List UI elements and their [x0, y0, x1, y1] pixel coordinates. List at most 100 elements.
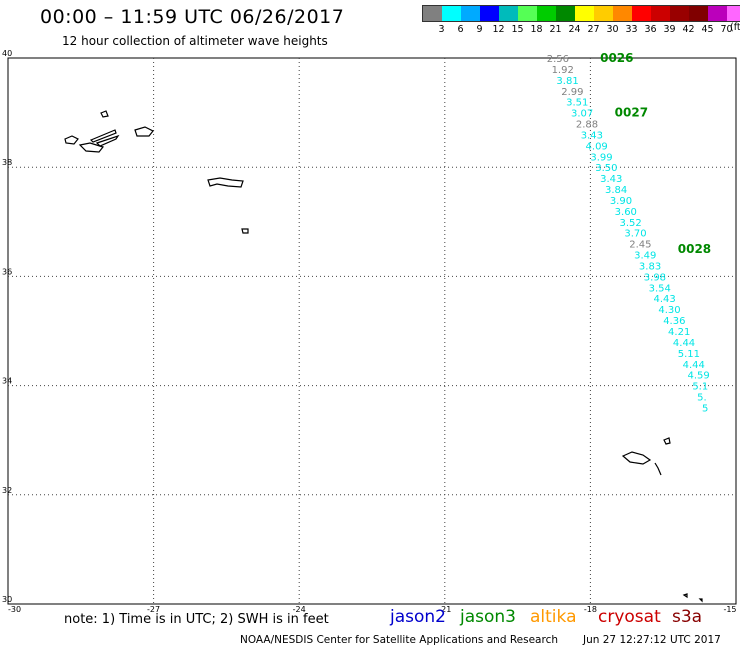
scale-swatch	[461, 6, 480, 21]
scale-label: 45	[701, 24, 714, 35]
track-time-label: 0027	[615, 106, 648, 120]
wave-height-value: 3.49	[634, 251, 656, 262]
scale-label: 36	[644, 24, 657, 35]
scale-label: 9	[476, 24, 483, 35]
wave-height-value: 4.44	[683, 360, 705, 371]
scale-label: 24	[568, 24, 581, 35]
scale-swatch	[651, 6, 670, 21]
scale-swatch	[689, 6, 708, 21]
scale-swatch	[556, 6, 575, 21]
scale-swatch	[423, 6, 442, 21]
legend-s3a: s3a	[672, 607, 703, 627]
track-time-labels: 0026 0027 0028	[600, 51, 711, 256]
island-flores	[64, 135, 79, 145]
legend-cryosat: cryosat	[598, 607, 661, 627]
wave-height-value: 3.83	[639, 261, 661, 272]
lon-tick-label: -27	[147, 605, 160, 614]
scale-label: 39	[663, 24, 676, 35]
color-scale-unit: (ft)	[730, 22, 740, 33]
wave-height-value: 3.98	[644, 272, 666, 283]
page-title: 00:00 – 11:59 UTC 06/26/2017	[40, 6, 345, 28]
wave-height-value: 4.59	[687, 371, 709, 382]
scale-swatch	[499, 6, 518, 21]
map-grid	[7, 57, 737, 605]
lat-tick-label: 36	[2, 267, 12, 276]
color-scale-swatches	[422, 5, 740, 22]
wave-height-value: 3.81	[556, 76, 578, 87]
wave-height-value: 3.99	[590, 152, 612, 163]
scale-swatch	[537, 6, 556, 21]
legend-jason2: jason2	[390, 607, 446, 627]
track-time-label: 0028	[678, 242, 711, 256]
wave-height-value: 5.1	[692, 382, 708, 393]
lon-tick-label: -30	[8, 605, 21, 614]
scale-swatch	[575, 6, 594, 21]
scale-swatch	[594, 6, 613, 21]
map-frame	[7, 57, 737, 605]
wave-height-value: 3.60	[615, 207, 637, 218]
wave-height-value: 4.30	[658, 305, 680, 316]
lon-tick-label: -24	[293, 605, 306, 614]
island-desertas	[654, 462, 662, 476]
scale-label: 70	[720, 24, 733, 35]
island-corvo	[100, 110, 109, 118]
scale-swatch	[632, 6, 651, 21]
scale-swatch	[670, 6, 689, 21]
wave-height-value: 4.21	[668, 327, 690, 338]
wave-height-value: 3.43	[581, 130, 603, 141]
wave-height-value: 3.54	[649, 283, 671, 294]
scale-swatch	[727, 6, 740, 21]
scale-swatch	[442, 6, 461, 21]
legend-jason3: jason3	[460, 607, 516, 627]
altimeter-track: 2.561.923.812.993.513.072.883.434.093.99…	[547, 54, 710, 414]
scale-label: 33	[625, 24, 638, 35]
wave-height-value: 3.90	[610, 196, 632, 207]
island-small-2	[698, 598, 703, 603]
scale-label: 21	[549, 24, 562, 35]
lon-tick-label: -15	[723, 605, 736, 614]
wave-height-value: 3.07	[571, 109, 593, 120]
wave-height-value: 4.09	[586, 141, 608, 152]
axis-labels: 40 38 36 34 32 30-30 -27 -24 -21 -18 -15	[2, 49, 737, 614]
credit-timestamp: Jun 27 12:27:12 UTC 2017	[583, 634, 721, 646]
lat-tick-label: 40	[2, 49, 12, 58]
lat-tick-label: 30	[2, 595, 12, 604]
scale-label: 12	[492, 24, 505, 35]
color-scale-labels: 3 6 9 12 15 18 21 24 27 30 33 36 39 42 45 70	[432, 24, 740, 35]
wave-height-value: 2.99	[561, 87, 583, 98]
scale-label: 6	[457, 24, 464, 35]
scale-label: 15	[511, 24, 524, 35]
island-santa-maria	[241, 228, 249, 234]
scale-label: 27	[587, 24, 600, 35]
island-graciosa	[134, 126, 154, 137]
lat-tick-label: 32	[2, 486, 12, 495]
island-small-1	[682, 593, 688, 599]
lon-tick-label: -21	[438, 605, 451, 614]
footer-note: note: 1) Time is in UTC; 2) SWH is in fe…	[64, 612, 329, 627]
page-subtitle: 12 hour collection of altimeter wave hei…	[62, 34, 328, 48]
track-time-label: 0026	[600, 51, 633, 65]
wave-height-value: 4.44	[673, 338, 695, 349]
scale-swatch	[708, 6, 727, 21]
island-madeira	[621, 451, 652, 465]
scale-swatch	[480, 6, 499, 21]
wave-height-value: 5.11	[678, 349, 700, 360]
lat-tick-label: 34	[2, 377, 12, 386]
lat-tick-label: 38	[2, 158, 12, 167]
scale-label: 30	[606, 24, 619, 35]
wave-height-value: 2.88	[576, 120, 598, 131]
wave-height-value: 4.43	[653, 294, 675, 305]
legend-altika: altika	[530, 607, 577, 627]
wave-height-value: 2.56	[547, 54, 569, 65]
lon-tick-label: -18	[584, 605, 597, 614]
island-sao-jorge	[89, 129, 117, 143]
wave-height-value: 1.92	[552, 65, 574, 76]
scale-label: 3	[438, 24, 445, 35]
credit-text: NOAA/NESDIS Center for Satellite Applica…	[240, 634, 558, 646]
scale-swatch	[518, 6, 537, 21]
wave-height-value: 2.45	[629, 240, 651, 251]
wave-height-value: 5.	[697, 393, 707, 404]
island-porto-santo	[663, 437, 671, 445]
island-pico	[95, 134, 120, 147]
